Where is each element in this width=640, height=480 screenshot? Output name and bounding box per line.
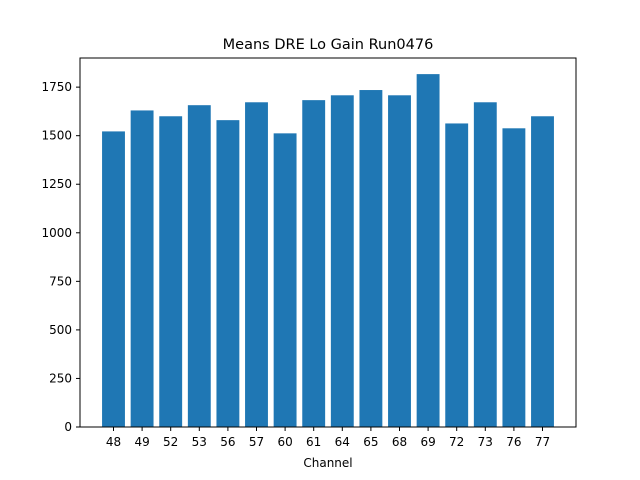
x-tick-label: 64: [335, 435, 350, 449]
x-tick-label: 52: [163, 435, 178, 449]
bars-group: [102, 74, 554, 428]
plot-frame: [79, 57, 577, 428]
bar-channel-69: [416, 74, 440, 428]
bar-channel-64: [330, 95, 354, 427]
bar-channel-76: [502, 128, 526, 428]
bar-channel-77: [531, 116, 554, 427]
x-tick-label: 68: [392, 435, 407, 449]
y-tick-label: 1750: [41, 80, 72, 94]
x-tick-label: 73: [478, 435, 493, 449]
x-tick-label: 65: [363, 435, 378, 449]
x-tick-label: 69: [420, 435, 435, 449]
y-tick-label: 1250: [41, 177, 72, 191]
x-tick-label: 61: [306, 435, 321, 449]
y-axis: 0 250 500 750 1000 1250 1500 1750: [41, 80, 80, 434]
x-tick-label: 49: [134, 435, 149, 449]
y-tick-label: 500: [49, 323, 72, 337]
bar-channel-53: [187, 105, 211, 427]
x-tick-label: 57: [249, 435, 264, 449]
x-tick-label: 48: [106, 435, 121, 449]
y-tick-label: 250: [49, 371, 72, 385]
x-tick-label: 72: [449, 435, 464, 449]
x-tick-label: 60: [277, 435, 292, 449]
y-tick-label: 1000: [41, 226, 72, 240]
x-tick-label: 56: [220, 435, 235, 449]
bar-channel-68: [388, 95, 411, 427]
bar-channel-61: [302, 100, 326, 427]
bar-channel-72: [445, 123, 469, 427]
bar-channel-65: [359, 90, 383, 427]
bar-channel-52: [159, 116, 183, 427]
chart-title: Means DRE Lo Gain Run0476: [223, 37, 434, 53]
x-tick-label: 53: [192, 435, 207, 449]
bar-channel-56: [216, 120, 240, 428]
x-tick-label: 76: [506, 435, 521, 449]
x-axis: 48 49 52 53 56 57 60 61 64 65 68 69 72 73 76 77: [106, 427, 550, 449]
bar-channel-57: [245, 102, 268, 427]
x-axis-label: Channel: [303, 456, 352, 470]
y-tick-label: 0: [64, 420, 72, 434]
bar-channel-73: [473, 102, 497, 427]
y-tick-label: 750: [49, 274, 72, 288]
bar-channel-49: [130, 110, 154, 427]
y-tick-label: 1500: [41, 129, 72, 143]
bar-channel-48: [102, 131, 125, 427]
bar-channel-60: [273, 133, 297, 427]
x-tick-label: 77: [535, 435, 550, 449]
